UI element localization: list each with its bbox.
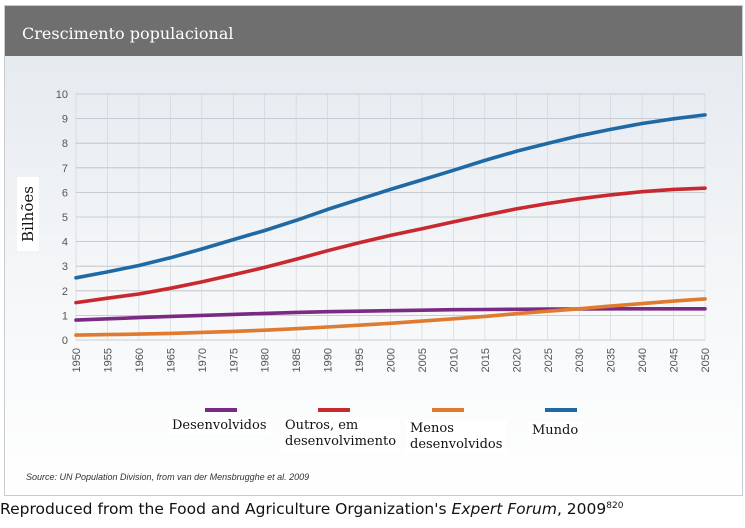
x-tick-label: 2025 <box>543 348 555 372</box>
x-tick-label: 1990 <box>323 348 335 372</box>
x-tick-label: 1970 <box>197 348 209 372</box>
x-tick-label: 2005 <box>417 348 429 372</box>
x-tick-label: 1985 <box>291 348 303 372</box>
x-tick-label: 2035 <box>606 348 618 372</box>
y-tick-label: 8 <box>62 138 68 150</box>
x-tick-label: 1955 <box>102 348 114 372</box>
legend-label-mundo: Mundo <box>528 422 583 440</box>
legend-label-desenvolvidos: Desenvolvidos <box>168 417 271 435</box>
x-tick-label: 2030 <box>574 348 586 372</box>
y-tick-label: 7 <box>62 163 68 175</box>
y-tick-label: 9 <box>62 114 68 126</box>
x-tick-label: 1950 <box>71 348 83 372</box>
y-tick-label: 2 <box>62 286 68 298</box>
title-bar: Crescimento populacional <box>5 6 742 56</box>
chart-frame: Crescimento populacional <box>4 5 743 496</box>
series-line <box>74 306 707 322</box>
y-tick-label: 4 <box>62 237 68 249</box>
chart-title: Crescimento populacional <box>18 24 238 43</box>
y-tick-label: 1 <box>62 310 68 322</box>
y-tick-label: 5 <box>62 212 68 224</box>
x-tick-label: 2015 <box>480 348 492 372</box>
series-line <box>74 113 707 280</box>
source-note: Source: UN Population Division, from van… <box>26 472 310 482</box>
legend-label-menos: Menos desenvolvidos <box>406 420 507 454</box>
legend-label-outros: Outros, em desenvolvimento <box>281 417 401 451</box>
x-tick-label: 2000 <box>386 348 398 372</box>
series-line <box>74 297 707 337</box>
x-tick-label: 2045 <box>669 348 681 372</box>
x-tick-label: 1960 <box>134 348 146 372</box>
x-tick-label: 2050 <box>700 348 712 372</box>
x-tick-label: 2020 <box>511 348 523 372</box>
x-tick-label: 1980 <box>260 348 272 372</box>
y-tick-label: 0 <box>62 335 68 347</box>
y-tick-label: 10 <box>56 89 68 101</box>
x-tick-label: 1975 <box>228 348 240 372</box>
x-tick-label: 1995 <box>354 348 366 372</box>
y-tick-label: 3 <box>62 261 68 273</box>
x-tick-label: 2010 <box>448 348 460 372</box>
series-line <box>74 186 707 305</box>
x-tick-label: 2040 <box>637 348 649 372</box>
y-axis-label: Bilhões <box>17 177 39 251</box>
y-tick-label: 6 <box>62 187 68 199</box>
x-tick-label: 1965 <box>165 348 177 372</box>
credit-line: Reproduced from the Food and Agriculture… <box>0 500 624 518</box>
